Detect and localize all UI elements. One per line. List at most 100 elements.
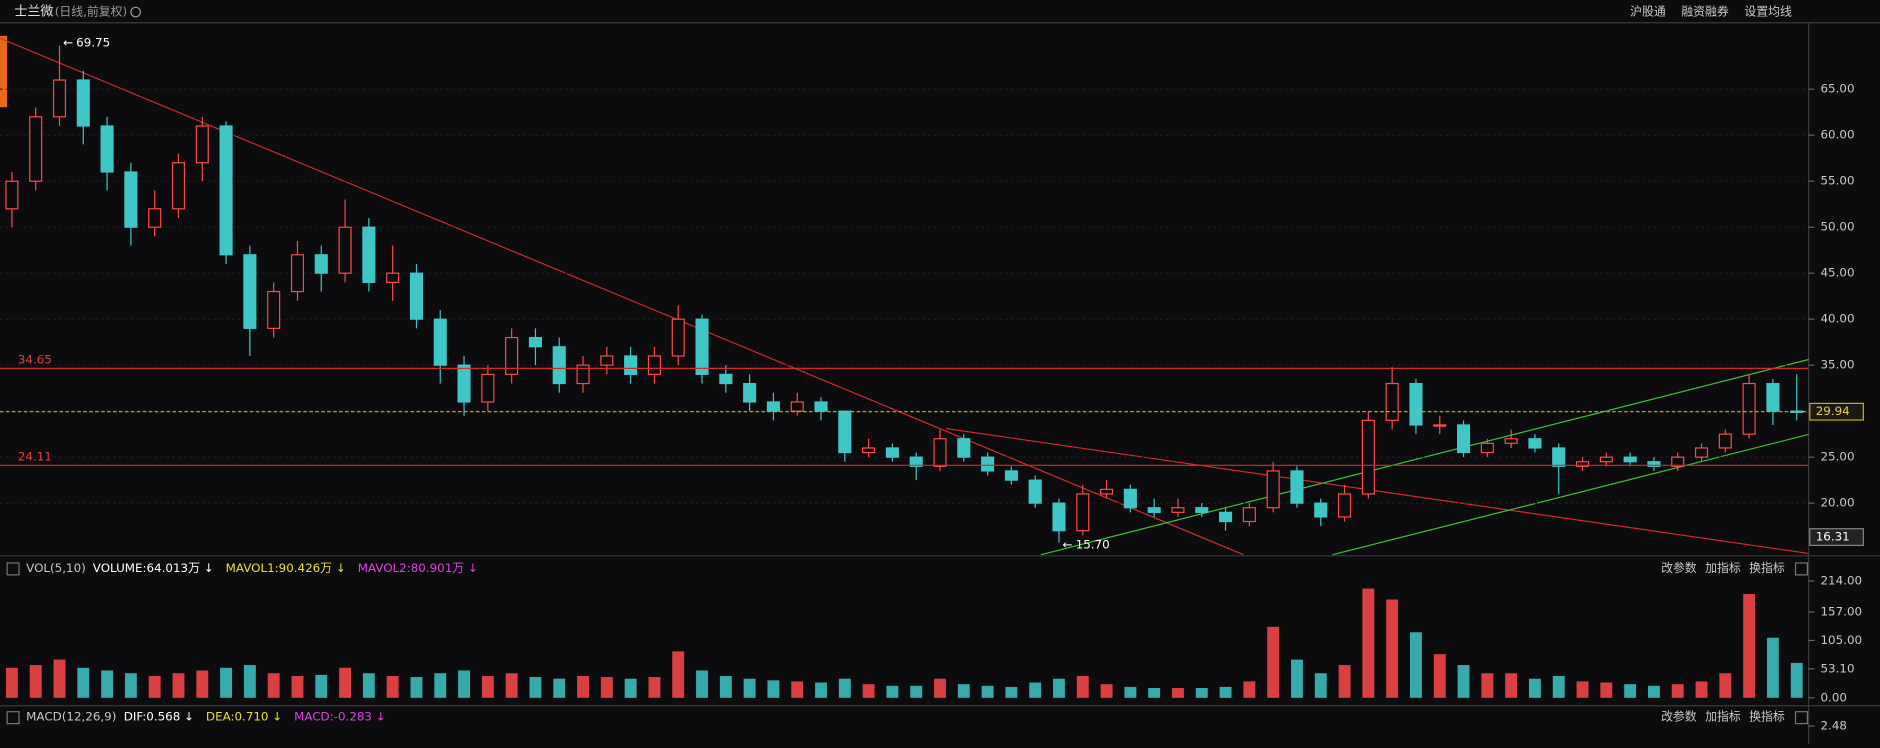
candle-body bbox=[386, 272, 400, 283]
high-arrow: ← bbox=[63, 36, 73, 50]
indicator-tool[interactable]: 改参数 bbox=[1661, 710, 1697, 724]
volume-bar bbox=[1219, 686, 1232, 698]
volume-bar bbox=[934, 678, 946, 698]
candle-body bbox=[814, 401, 828, 412]
volume-bar bbox=[1695, 681, 1708, 698]
y-tick-label: 60.00 bbox=[1821, 128, 1855, 142]
y-tick-label: 40.00 bbox=[1821, 312, 1855, 326]
side-tab[interactable] bbox=[0, 35, 8, 108]
indicator-tool[interactable]: 改参数 bbox=[1661, 561, 1697, 575]
volume-bar bbox=[1481, 673, 1494, 698]
y-tick-label: 35.00 bbox=[1821, 358, 1855, 372]
volume-bar bbox=[386, 675, 399, 698]
candle-body bbox=[766, 401, 780, 412]
volume-bar bbox=[1124, 686, 1137, 698]
candle-body bbox=[481, 373, 495, 403]
volume-bar bbox=[291, 675, 304, 698]
volume-bar bbox=[29, 665, 42, 698]
volume-bar bbox=[1100, 684, 1113, 698]
indicator-name: MACD(12,26,9) bbox=[26, 710, 116, 724]
y-tick-label: 157.00 bbox=[1821, 605, 1863, 619]
y-tick-label: 65.00 bbox=[1821, 82, 1855, 96]
candle-body bbox=[243, 254, 257, 329]
volume-bar bbox=[1600, 682, 1613, 698]
candle-body bbox=[576, 364, 590, 385]
candle-body bbox=[76, 79, 90, 127]
candle-body bbox=[838, 410, 852, 454]
volume-bar bbox=[1576, 681, 1589, 698]
volume-bar bbox=[672, 651, 685, 698]
candle-body bbox=[552, 346, 566, 385]
candle-body bbox=[1766, 382, 1780, 412]
indicator-tool[interactable]: 换指标 bbox=[1749, 710, 1785, 724]
indicator-tool[interactable]: 换指标 bbox=[1749, 561, 1785, 575]
settings-icon[interactable] bbox=[130, 6, 141, 18]
volume-bar bbox=[196, 670, 209, 698]
volume-bar bbox=[838, 678, 851, 698]
candle-body bbox=[290, 254, 305, 293]
close-icon[interactable] bbox=[1794, 711, 1809, 725]
candle-body bbox=[1409, 382, 1423, 426]
candle-body bbox=[743, 382, 757, 403]
volume-bar bbox=[1338, 665, 1351, 698]
volume-bar bbox=[743, 678, 756, 698]
volume-bar bbox=[1790, 662, 1803, 698]
y-tick-label: 53.10 bbox=[1821, 661, 1855, 675]
volume-bar bbox=[696, 670, 708, 698]
volume-bar bbox=[243, 665, 256, 698]
volume-bar bbox=[1410, 632, 1422, 698]
header-link[interactable]: 沪股通 bbox=[1630, 5, 1666, 19]
candle-body bbox=[1575, 461, 1590, 467]
volume-bar bbox=[481, 675, 494, 698]
candle-body bbox=[671, 318, 685, 357]
volume-bar bbox=[1386, 599, 1399, 698]
indicator-tool[interactable]: 加指标 bbox=[1705, 710, 1741, 724]
candle-body bbox=[647, 355, 661, 375]
volume-bar bbox=[981, 685, 994, 698]
candle-body bbox=[1457, 424, 1471, 454]
last-price-label: 29.94 bbox=[1816, 404, 1850, 418]
header-link[interactable]: 设置均线 bbox=[1744, 5, 1792, 19]
trend-line bbox=[1040, 358, 1809, 556]
candle-body bbox=[100, 125, 114, 173]
close-icon[interactable] bbox=[1794, 562, 1809, 576]
candle-body bbox=[1338, 493, 1352, 518]
help-icon[interactable] bbox=[6, 711, 20, 725]
y-tick-label: 55.00 bbox=[1821, 174, 1855, 188]
volume-bar bbox=[101, 670, 114, 698]
indicator-legend: MAVOL1:90.426万 ↓ bbox=[226, 561, 346, 575]
volume-bar bbox=[910, 685, 923, 698]
volume-bar bbox=[767, 680, 780, 698]
candle-body bbox=[195, 125, 209, 164]
candle-body bbox=[1361, 419, 1375, 495]
candle-body bbox=[528, 336, 542, 348]
y-tick-label: 25.00 bbox=[1821, 450, 1855, 464]
stock-name: 士兰微 bbox=[14, 4, 53, 20]
y-tick-label: 105.00 bbox=[1821, 633, 1863, 647]
volume-bar bbox=[172, 673, 185, 698]
volume-bar bbox=[410, 677, 423, 698]
volume-bar bbox=[339, 667, 352, 698]
volume-bar bbox=[1362, 588, 1375, 698]
candle-body bbox=[624, 355, 638, 375]
level-label: 34.65 bbox=[18, 353, 52, 367]
candle-body bbox=[171, 162, 186, 210]
volume-bar bbox=[1766, 637, 1779, 698]
candle-body bbox=[1147, 507, 1161, 513]
volume-bar bbox=[1148, 687, 1161, 698]
candle-body bbox=[267, 290, 281, 329]
cursor-price-tag bbox=[1809, 528, 1864, 547]
candle-body bbox=[1100, 488, 1114, 495]
help-icon[interactable] bbox=[6, 562, 20, 576]
volume-bar bbox=[886, 685, 899, 698]
volume-bar bbox=[1195, 687, 1208, 698]
candle-body bbox=[1052, 502, 1066, 532]
candle-body bbox=[1433, 424, 1447, 427]
volume-bar bbox=[553, 678, 566, 698]
candle-body bbox=[600, 355, 614, 366]
candle-body bbox=[1219, 511, 1233, 523]
header-link[interactable]: 融资融券 bbox=[1681, 5, 1729, 19]
indicator-tool[interactable]: 加指标 bbox=[1705, 561, 1741, 575]
last-price-tag bbox=[1809, 402, 1864, 421]
